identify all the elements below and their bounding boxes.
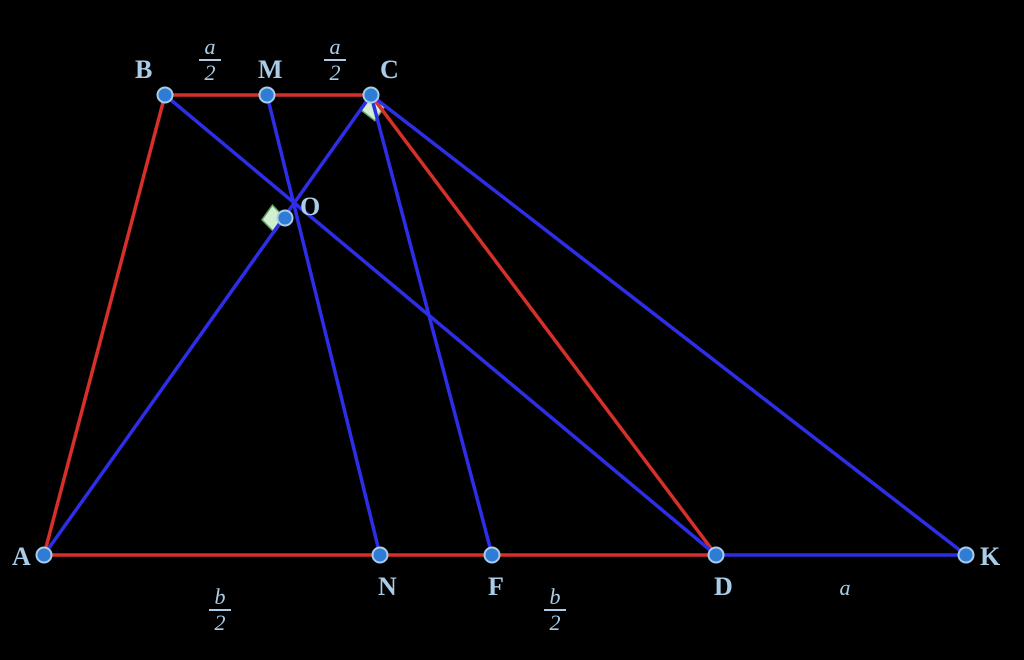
point-D	[709, 548, 724, 563]
point-M	[260, 88, 275, 103]
label-A: A	[12, 542, 31, 571]
plain-label: a	[840, 575, 851, 600]
svg-text:b: b	[550, 584, 561, 609]
svg-text:2: 2	[205, 60, 216, 85]
point-A	[37, 548, 52, 563]
fraction-label: a2	[199, 34, 221, 85]
fraction-label: b2	[209, 584, 231, 635]
point-N	[373, 548, 388, 563]
label-C: C	[380, 55, 399, 84]
point-B	[158, 88, 173, 103]
segment	[44, 95, 165, 555]
label-M: M	[258, 55, 283, 84]
svg-text:2: 2	[330, 60, 341, 85]
svg-text:b: b	[215, 584, 226, 609]
label-F: F	[488, 572, 504, 601]
label-K: K	[980, 542, 1001, 571]
segment	[371, 95, 966, 555]
point-O	[278, 211, 293, 226]
svg-text:a: a	[205, 34, 216, 59]
svg-text:2: 2	[215, 610, 226, 635]
label-O: O	[300, 192, 320, 221]
point-K	[959, 548, 974, 563]
label-D: D	[714, 572, 733, 601]
segment	[165, 95, 716, 555]
fraction-label: b2	[544, 584, 566, 635]
fraction-label: a2	[324, 34, 346, 85]
svg-text:a: a	[330, 34, 341, 59]
point-C	[364, 88, 379, 103]
segment	[371, 95, 492, 555]
label-N: N	[378, 572, 397, 601]
label-B: B	[135, 55, 152, 84]
point-F	[485, 548, 500, 563]
svg-text:2: 2	[550, 610, 561, 635]
segment	[371, 95, 716, 555]
